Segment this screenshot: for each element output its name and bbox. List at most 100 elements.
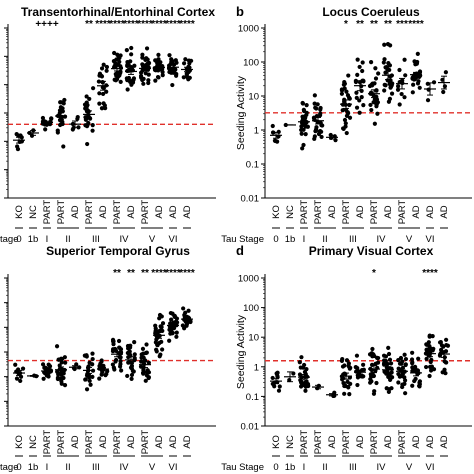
significance-stars: **** — [179, 268, 195, 279]
stage-label: V — [149, 462, 156, 473]
data-point — [443, 371, 448, 376]
stage-label: VI — [169, 234, 178, 245]
x-category-label: PART — [397, 430, 408, 455]
data-point — [318, 107, 323, 112]
y-tick-label: 100 — [243, 58, 259, 69]
data-point — [402, 95, 407, 100]
stage-label: VI — [426, 234, 435, 245]
x-category-label: AD — [168, 435, 179, 448]
data-point — [298, 384, 304, 389]
x-category-label: PART — [341, 200, 352, 225]
data-point — [355, 382, 360, 388]
data-point — [113, 71, 118, 77]
data-point — [386, 61, 391, 66]
data-point — [99, 359, 104, 364]
data-point — [357, 64, 362, 70]
x-category-label: KO — [14, 435, 25, 449]
significance-stars: * — [344, 19, 348, 30]
data-point — [299, 131, 304, 136]
data-point — [61, 375, 66, 381]
x-category-label: AD — [383, 205, 394, 218]
y-tick-label: 100 — [243, 303, 259, 314]
panel-1: Transentorhinal/Entorhinal Cortex KO NC +++… — [0, 5, 216, 245]
significance-stars: **** — [165, 19, 181, 30]
data-point — [441, 89, 446, 95]
panel-title: Transentorhinal/Entorhinal Cortex — [21, 5, 215, 19]
data-point — [90, 374, 95, 379]
x-category-label: PART — [42, 200, 53, 225]
data-point — [103, 373, 108, 378]
data-point — [361, 103, 366, 108]
data-point — [431, 80, 437, 85]
data-point — [424, 342, 429, 347]
data-point — [76, 125, 81, 130]
data-point — [339, 91, 344, 96]
data-point — [347, 102, 352, 108]
data-point — [300, 146, 305, 151]
data-point — [299, 124, 304, 129]
data-point — [383, 70, 388, 75]
data-point — [387, 96, 393, 101]
data-point — [129, 372, 135, 378]
panel-title: Superior Temporal Gyrus — [46, 244, 190, 258]
data-point — [16, 367, 21, 372]
data-point — [87, 375, 92, 380]
data-point — [410, 90, 415, 95]
data-point — [402, 352, 407, 357]
data-point — [427, 373, 432, 379]
data-point — [83, 123, 88, 128]
data-point — [360, 68, 365, 74]
stage-label: 0 — [273, 462, 278, 473]
data-point — [398, 355, 404, 361]
stage-label: 1b — [285, 462, 296, 473]
data-point — [431, 346, 436, 351]
data-point — [416, 79, 421, 84]
data-point — [75, 114, 80, 120]
stage-label: 0 — [273, 234, 278, 245]
data-point — [142, 361, 147, 367]
data-point — [399, 361, 404, 366]
data-point — [118, 79, 123, 84]
data-point — [357, 110, 362, 115]
data-point — [130, 368, 135, 374]
y-tick-label: 1 — [254, 126, 259, 137]
data-point — [132, 352, 137, 357]
data-point — [315, 102, 320, 107]
data-point — [388, 361, 394, 366]
data-point — [369, 107, 374, 113]
stage-label: 1b — [285, 234, 296, 245]
data-point — [111, 342, 116, 347]
data-point — [145, 57, 150, 62]
significance-stars: ++++ — [35, 19, 59, 30]
data-point — [381, 361, 387, 366]
data-point — [101, 101, 106, 106]
x-category-label: PART — [56, 200, 67, 225]
data-point — [374, 94, 379, 99]
data-point — [155, 60, 160, 66]
data-point — [360, 60, 365, 65]
data-point — [181, 61, 187, 66]
x-category-label: PART — [112, 200, 123, 225]
x-category-label: NC — [285, 435, 296, 449]
stage-label: II — [65, 234, 70, 245]
stage-label: I — [46, 462, 49, 473]
data-point — [402, 57, 407, 62]
data-point — [413, 376, 418, 382]
data-point — [342, 391, 347, 396]
data-point — [60, 119, 65, 124]
data-point — [316, 131, 322, 137]
data-point — [442, 84, 448, 89]
data-point — [62, 97, 67, 103]
data-point — [15, 146, 21, 152]
data-point — [301, 107, 306, 112]
data-point — [117, 55, 122, 61]
y-axis-label: Seeding Activity — [235, 314, 247, 389]
data-point — [167, 53, 172, 58]
panel-title: Locus Coeruleus — [322, 5, 420, 19]
data-point — [184, 321, 190, 326]
x-category-label: AD — [439, 435, 450, 448]
data-point — [118, 347, 124, 352]
data-point — [186, 58, 192, 63]
y-tick-label: 1000 — [238, 24, 259, 35]
